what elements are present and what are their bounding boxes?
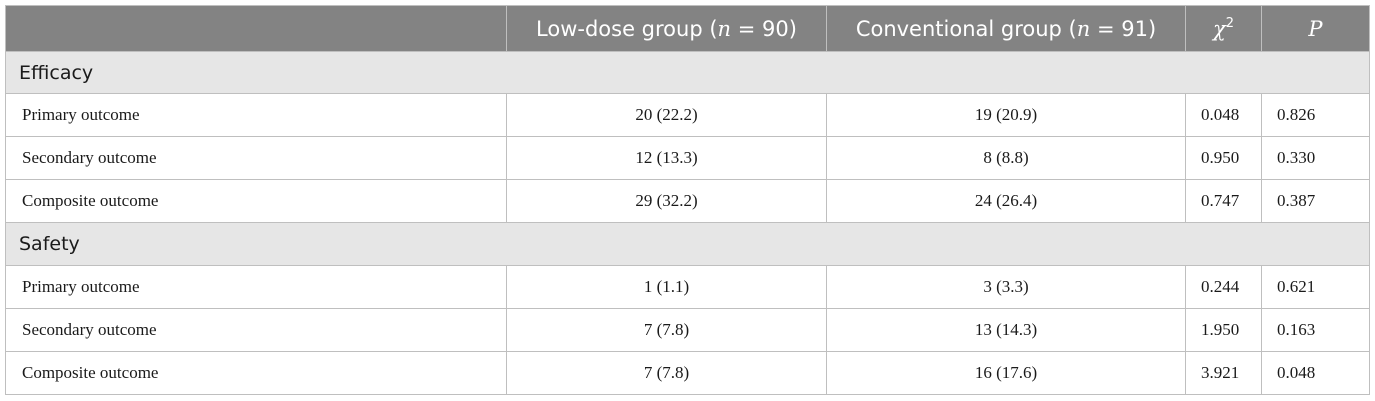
section-title: Efficacy <box>5 50 1370 95</box>
row-label: Composite outcome <box>5 179 507 224</box>
header-chi-superscript: 2 <box>1225 16 1234 31</box>
table-row: Primary outcome 20 (22.2) 19 (20.9) 0.04… <box>5 93 1370 138</box>
row-label: Primary outcome <box>5 93 507 138</box>
conventional-value: 19 (20.9) <box>826 93 1186 138</box>
chi-square-value: 0.747 <box>1185 179 1262 224</box>
header-conventional-text: Conventional group ( <box>855 16 1077 41</box>
conventional-value: 8 (8.8) <box>826 136 1186 181</box>
header-low-dose-n: n <box>717 16 732 41</box>
table-row: Secondary outcome 7 (7.8) 13 (14.3) 1.95… <box>5 307 1370 352</box>
header-empty <box>5 5 507 52</box>
table-row: Composite outcome 7 (7.8) 16 (17.6) 3.92… <box>5 350 1370 396</box>
header-conventional-rest: = 91) <box>1090 16 1157 41</box>
row-label: Secondary outcome <box>5 307 507 352</box>
section-title: Safety <box>5 222 1370 266</box>
p-value: 0.163 <box>1261 307 1370 352</box>
p-value: 0.387 <box>1261 179 1370 224</box>
chi-square-value: 0.048 <box>1185 93 1262 138</box>
header-conventional-n: n <box>1076 16 1091 41</box>
table-row: Primary outcome 1 (1.1) 3 (3.3) 0.244 0.… <box>5 264 1370 309</box>
header-p-value: P <box>1261 5 1370 52</box>
low-dose-value: 1 (1.1) <box>506 264 827 309</box>
p-value: 0.621 <box>1261 264 1370 309</box>
header-low-dose-rest: = 90) <box>731 16 797 41</box>
low-dose-value: 12 (13.3) <box>506 136 827 181</box>
results-table: Low-dose group (n = 90) Conventional gro… <box>5 5 1370 396</box>
chi-square-value: 0.244 <box>1185 264 1262 309</box>
low-dose-value: 7 (7.8) <box>506 350 827 396</box>
header-low-dose-text: Low-dose group ( <box>536 16 718 41</box>
p-value: 0.826 <box>1261 93 1370 138</box>
row-label: Primary outcome <box>5 264 507 309</box>
row-label: Secondary outcome <box>5 136 507 181</box>
conventional-value: 3 (3.3) <box>826 264 1186 309</box>
conventional-value: 24 (26.4) <box>826 179 1186 224</box>
section-row-safety: Safety <box>5 222 1370 266</box>
conventional-value: 16 (17.6) <box>826 350 1186 396</box>
header-conventional: Conventional group (n = 91) <box>826 5 1186 52</box>
section-row-efficacy: Efficacy <box>5 50 1370 95</box>
table-row: Secondary outcome 12 (13.3) 8 (8.8) 0.95… <box>5 136 1370 181</box>
table-row: Composite outcome 29 (32.2) 24 (26.4) 0.… <box>5 179 1370 224</box>
header-row: Low-dose group (n = 90) Conventional gro… <box>5 5 1370 52</box>
low-dose-value: 20 (22.2) <box>506 93 827 138</box>
header-low-dose: Low-dose group (n = 90) <box>506 5 827 52</box>
header-chi-square: χ2 <box>1185 5 1262 52</box>
chi-square-value: 0.950 <box>1185 136 1262 181</box>
header-chi-symbol: χ <box>1212 17 1226 41</box>
chi-square-value: 1.950 <box>1185 307 1262 352</box>
low-dose-value: 29 (32.2) <box>506 179 827 224</box>
chi-square-value: 3.921 <box>1185 350 1262 396</box>
header-p-symbol: P <box>1308 16 1323 41</box>
conventional-value: 13 (14.3) <box>826 307 1186 352</box>
row-label: Composite outcome <box>5 350 507 396</box>
p-value: 0.048 <box>1261 350 1370 396</box>
p-value: 0.330 <box>1261 136 1370 181</box>
low-dose-value: 7 (7.8) <box>506 307 827 352</box>
